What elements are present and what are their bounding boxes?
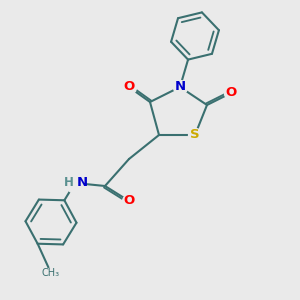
Text: O: O: [123, 80, 135, 94]
Text: O: O: [123, 194, 135, 208]
Text: O: O: [225, 86, 237, 100]
Text: CH₃: CH₃: [42, 268, 60, 278]
Text: H: H: [64, 176, 74, 190]
Text: N: N: [76, 176, 88, 190]
Text: S: S: [190, 128, 200, 142]
Text: N: N: [174, 80, 186, 94]
